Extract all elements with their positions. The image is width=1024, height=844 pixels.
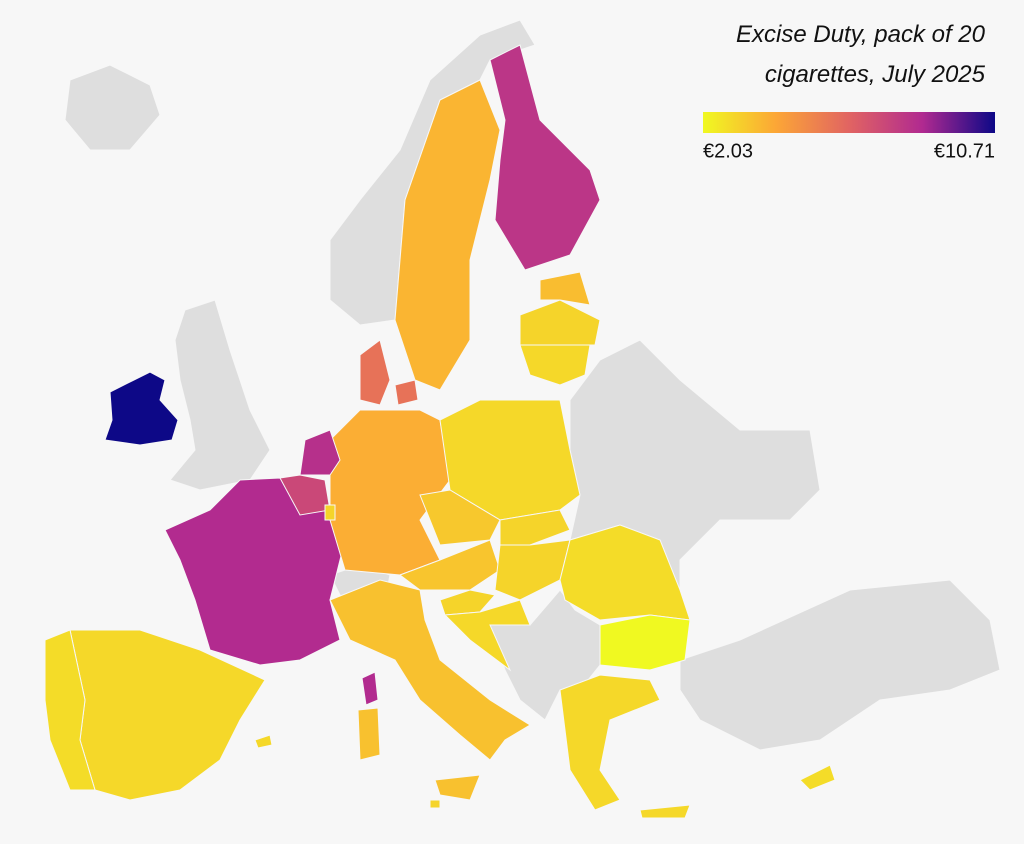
region [329, 409, 451, 576]
regions [44, 44, 836, 819]
region [539, 271, 591, 306]
region [357, 707, 381, 761]
belarus-ukraine [569, 339, 821, 591]
region [429, 799, 441, 809]
iceland [64, 64, 161, 151]
region [299, 429, 341, 476]
uk [169, 299, 271, 491]
region [104, 371, 179, 446]
region [519, 299, 601, 346]
region [44, 629, 96, 791]
colorbar-max-label: €10.71 [934, 140, 995, 162]
region [519, 344, 591, 386]
colorbar [703, 112, 995, 133]
title-line: Excise Duty, pack of 20 [736, 21, 986, 48]
region [419, 489, 501, 546]
region [359, 339, 391, 406]
region [599, 614, 691, 671]
region [361, 671, 379, 706]
region [489, 44, 601, 271]
region [443, 599, 531, 672]
region [799, 764, 836, 791]
colorbar-min-label: €2.03 [703, 140, 753, 162]
region [499, 509, 571, 546]
title-line: cigarettes, July 2025 [765, 61, 986, 88]
turkey [679, 579, 1001, 751]
region [279, 474, 331, 516]
region [439, 589, 496, 616]
region [394, 79, 501, 391]
region [254, 734, 273, 749]
region [559, 674, 661, 811]
region [639, 804, 691, 819]
region [394, 379, 419, 406]
region [324, 504, 336, 521]
region [434, 774, 481, 801]
region [329, 579, 531, 761]
